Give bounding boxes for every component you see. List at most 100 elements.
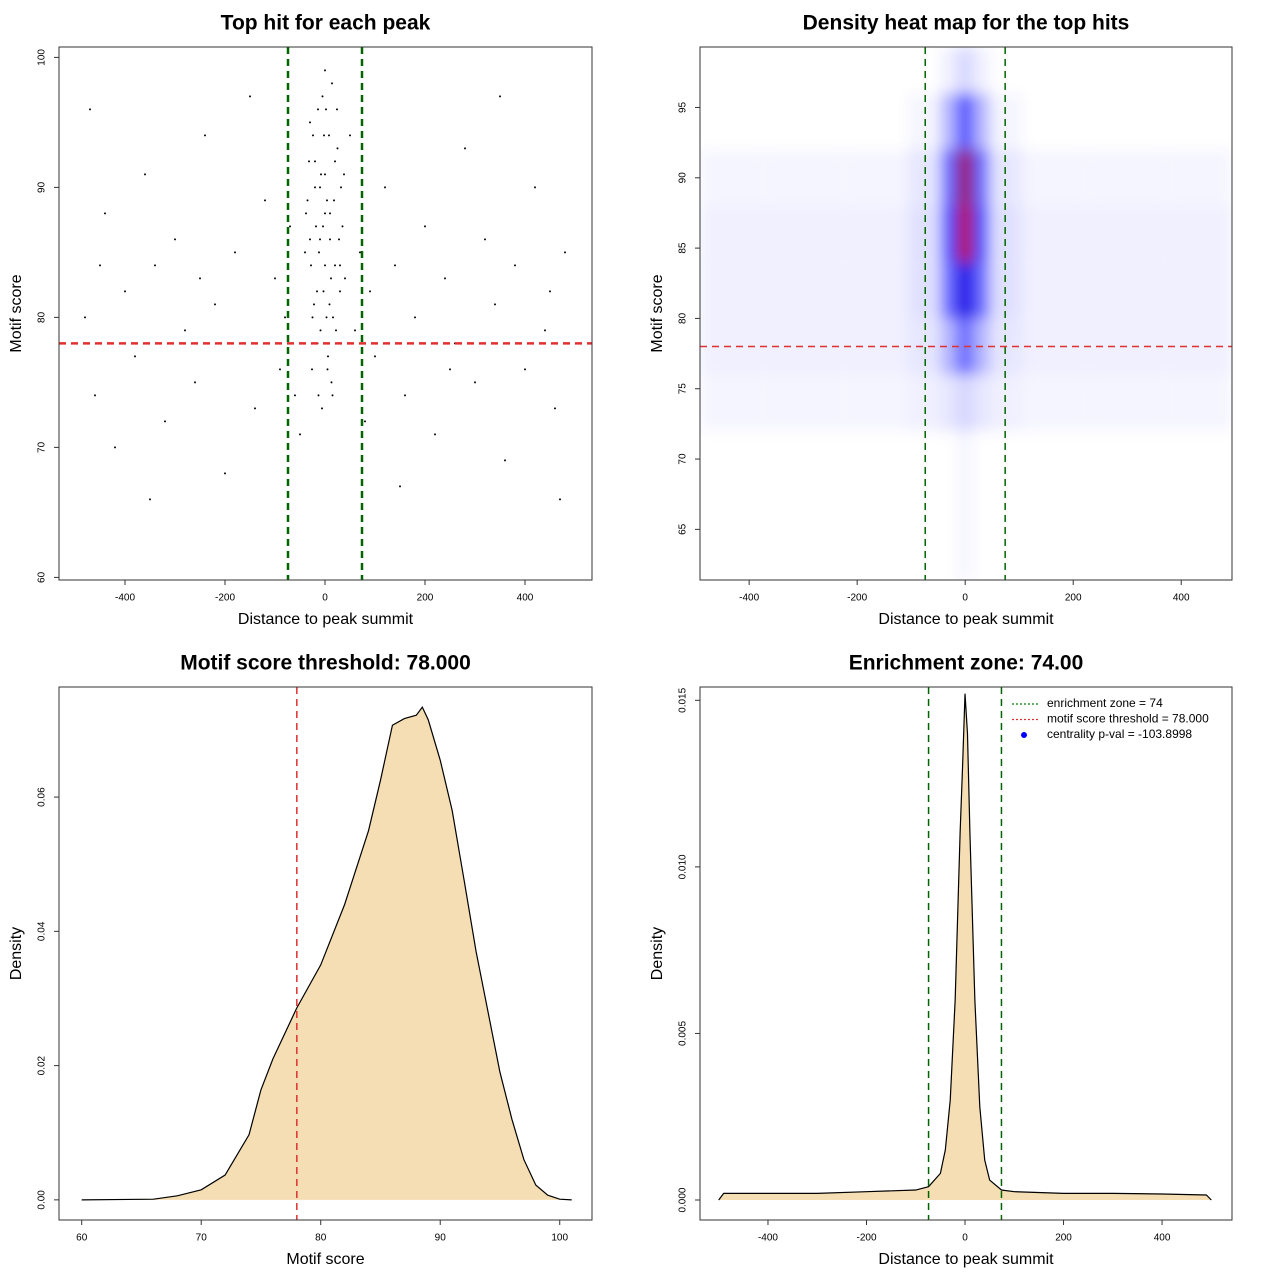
point — [194, 381, 196, 384]
y-tick-label: 0.06 — [37, 787, 48, 807]
y-tick-label: 90 — [37, 181, 48, 193]
chart-title: Enrichment zone: 74.00 — [849, 652, 1084, 675]
legend-symbol — [1021, 732, 1027, 738]
point — [444, 277, 446, 280]
plot-frame — [699, 686, 1233, 1221]
legend-label: motif score threshold = 78.000 — [1047, 712, 1209, 726]
heat-cell — [762, 47, 844, 94]
x-tick-label: -400 — [115, 593, 135, 604]
point — [414, 316, 416, 319]
y-tick-label: 70 — [678, 453, 689, 465]
point — [326, 368, 329, 371]
y-tick-label: 80 — [37, 311, 48, 323]
point — [339, 290, 341, 293]
heat-cell — [1086, 430, 1168, 580]
point — [354, 329, 356, 332]
point — [325, 316, 328, 319]
point — [321, 95, 324, 98]
x-axis-label: Motif score — [286, 1251, 364, 1268]
heat-cell — [843, 93, 909, 150]
point — [214, 303, 216, 306]
heat-cell — [940, 430, 958, 580]
heat-cell — [843, 149, 909, 206]
point — [317, 108, 319, 111]
point — [309, 121, 311, 124]
point — [274, 277, 276, 280]
heat-cell — [957, 93, 974, 150]
point — [322, 225, 324, 228]
point — [304, 251, 306, 254]
point — [335, 329, 337, 332]
heat-cell — [940, 93, 958, 150]
point — [299, 433, 301, 436]
heat-cell — [1167, 149, 1232, 206]
point — [340, 186, 342, 189]
point — [306, 199, 309, 202]
heat-cell — [762, 262, 844, 319]
x-tick-label: 60 — [76, 1233, 88, 1244]
heat-cell — [1021, 205, 1087, 263]
point — [325, 108, 327, 111]
y-tick-label: 70 — [37, 441, 48, 453]
panel: Motif score threshold: 78.000 Motif score… — [8, 652, 593, 1268]
heat-cell — [1086, 374, 1168, 431]
point — [331, 394, 334, 397]
point — [404, 394, 406, 397]
heat-cell — [1021, 262, 1087, 319]
heat-cell — [1086, 149, 1168, 206]
heat-cell — [843, 205, 909, 263]
point — [332, 316, 334, 319]
point — [324, 212, 326, 215]
point — [305, 212, 307, 215]
plot-frame — [699, 46, 1233, 581]
point — [339, 264, 341, 267]
point — [249, 95, 251, 98]
heat-cell — [700, 149, 763, 206]
point — [341, 225, 344, 228]
point — [321, 407, 323, 410]
point — [499, 95, 501, 98]
y-tick-label: 85 — [678, 242, 689, 254]
point — [328, 134, 330, 137]
point — [369, 290, 371, 293]
heat-cell — [700, 430, 763, 580]
x-tick-label: 70 — [196, 1233, 208, 1244]
point — [314, 160, 316, 163]
point — [312, 134, 314, 137]
heat-cell — [700, 205, 763, 263]
heat-cell — [1167, 205, 1232, 263]
x-tick-label: 100 — [551, 1233, 568, 1244]
point — [308, 160, 310, 163]
x-tick-label: 80 — [315, 1233, 327, 1244]
y-tick-label: 0.005 — [678, 1021, 689, 1046]
point — [315, 225, 317, 228]
y-tick-label: 95 — [678, 101, 689, 113]
heat-cell — [973, 374, 990, 431]
y-axis-label: Motif score — [649, 274, 666, 352]
y-tick-label: 0.04 — [37, 921, 48, 941]
heat-cell — [973, 149, 990, 206]
chart-title: Density heat map for the top hits — [803, 12, 1130, 35]
heatmap-cells — [700, 47, 1232, 580]
x-axis-label: Distance to peak summit — [878, 611, 1054, 628]
point — [224, 472, 226, 475]
point — [316, 290, 318, 293]
point — [514, 264, 516, 267]
point — [313, 303, 315, 306]
heat-cell — [762, 430, 844, 580]
x-tick-label: -200 — [215, 593, 235, 604]
point — [434, 433, 436, 436]
point — [331, 82, 333, 85]
plot-area — [84, 69, 566, 501]
y-tick-label: 0.000 — [678, 1187, 689, 1212]
point — [359, 251, 361, 254]
point — [328, 303, 331, 306]
x-tick-label: 400 — [517, 593, 534, 604]
heat-cell — [1086, 262, 1168, 319]
heat-cell — [700, 47, 763, 94]
point — [310, 264, 312, 267]
point — [154, 264, 156, 267]
y-tick-label: 60 — [37, 571, 48, 583]
point — [484, 238, 486, 241]
